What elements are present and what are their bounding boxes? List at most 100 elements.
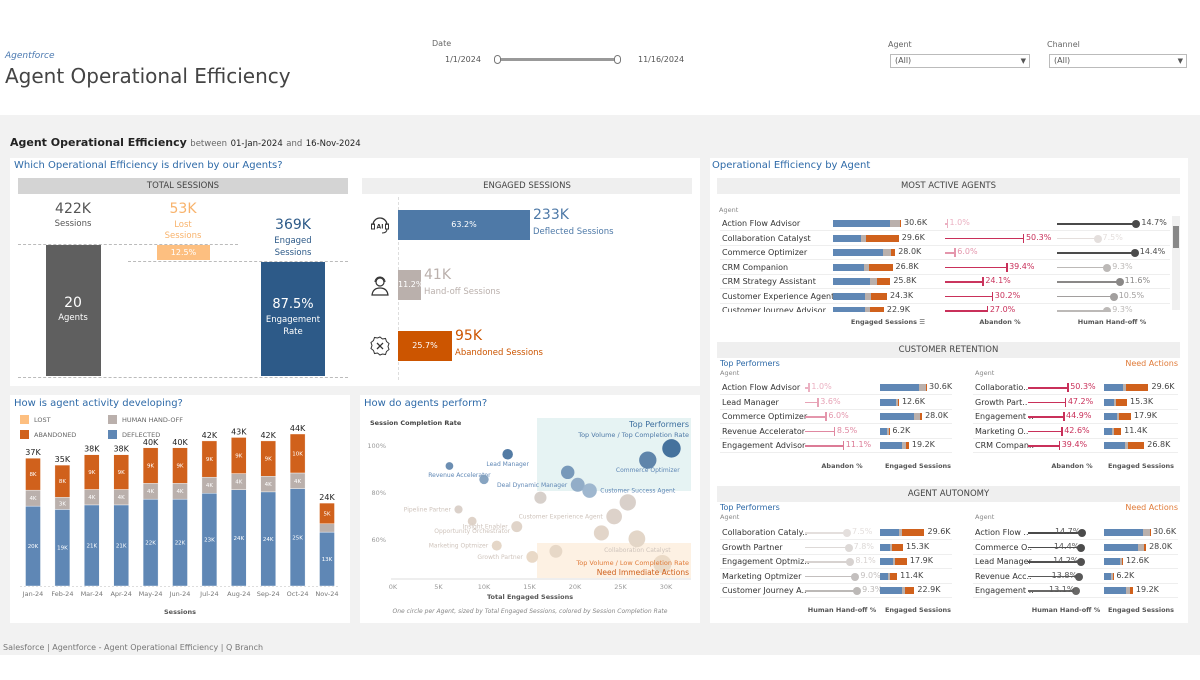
- agent-dropdown[interactable]: (All) ▼: [890, 54, 1030, 68]
- bar-segment-abandoned[interactable]: [231, 437, 247, 474]
- agent-row[interactable]: [720, 584, 952, 598]
- agent-point[interactable]: [454, 505, 463, 514]
- engaged-sessions-bar[interactable]: [833, 278, 891, 285]
- agent-row[interactable]: [720, 410, 952, 424]
- column-header[interactable]: Engaged Sessions: [1107, 606, 1175, 614]
- agent-row[interactable]: [720, 439, 952, 453]
- engaged-sessions-bar[interactable]: [1104, 587, 1133, 594]
- engaged-sessions-bar[interactable]: [1104, 529, 1151, 536]
- column-header[interactable]: Human Hand-off %: [1077, 318, 1147, 326]
- agent-row[interactable]: [720, 396, 952, 410]
- agent-row[interactable]: [973, 439, 1178, 453]
- engaged-sessions-bar[interactable]: [880, 572, 898, 580]
- engaged-sessions-bar[interactable]: [833, 263, 893, 271]
- engaged-sessions-bar[interactable]: [833, 249, 896, 256]
- engaged-sessions-bar[interactable]: [1104, 413, 1131, 420]
- agent-point[interactable]: [628, 530, 646, 548]
- agent-row[interactable]: [720, 275, 1170, 289]
- engaged-sessions-bar[interactable]: [1104, 572, 1114, 580]
- agent-point[interactable]: [491, 540, 502, 551]
- bar-segment-abandoned[interactable]: [201, 440, 218, 478]
- agent-row[interactable]: [720, 261, 1170, 275]
- agent-point[interactable]: [639, 451, 657, 469]
- agent-point[interactable]: [534, 491, 547, 504]
- engaged-sessions-bar[interactable]: [880, 587, 915, 594]
- bar-segment-abandoned[interactable]: [25, 457, 41, 491]
- column-header[interactable]: Abandon %: [979, 318, 1021, 326]
- engaged-sessions-bar[interactable]: [261, 262, 325, 376]
- agent-row[interactable]: [720, 246, 1170, 260]
- channel-dropdown[interactable]: (All) ▼: [1049, 54, 1187, 68]
- agent-point[interactable]: [606, 508, 622, 525]
- agent-row[interactable]: [720, 381, 952, 395]
- agent-row[interactable]: [973, 541, 1178, 555]
- agent-row[interactable]: [973, 555, 1178, 569]
- agent-row[interactable]: [720, 232, 1170, 246]
- scrollbar-thumb[interactable]: [1173, 226, 1179, 248]
- total-sessions-bar[interactable]: [46, 245, 101, 376]
- agent-row[interactable]: [973, 584, 1178, 598]
- bar-segment-abandoned[interactable]: [172, 447, 188, 484]
- engaged-sessions-bar[interactable]: [1104, 427, 1122, 435]
- agent-row[interactable]: [720, 425, 952, 439]
- agent-row[interactable]: [973, 381, 1178, 395]
- column-header[interactable]: Human Hand-off %: [1031, 606, 1101, 614]
- engaged-sessions-bar[interactable]: [1104, 442, 1145, 449]
- agent-point[interactable]: [619, 494, 636, 511]
- agent-row[interactable]: [973, 570, 1178, 584]
- engaged-sessions-bar[interactable]: [880, 442, 909, 449]
- column-header[interactable]: Engaged Sessions: [884, 606, 952, 614]
- scrollbar-track[interactable]: [1172, 216, 1180, 310]
- agent-point[interactable]: [467, 516, 477, 526]
- agent-point[interactable]: [582, 483, 597, 498]
- agent-point[interactable]: [511, 521, 523, 533]
- engaged-sessions-bar[interactable]: [833, 234, 899, 242]
- engaged-sessions-bar[interactable]: [833, 292, 887, 300]
- sort-engaged-sessions[interactable]: Engaged Sessions ☰: [851, 318, 925, 326]
- engaged-sessions-bar[interactable]: [833, 220, 902, 227]
- date-slider[interactable]: [494, 55, 621, 64]
- agent-row[interactable]: [973, 410, 1178, 424]
- agent-point[interactable]: [502, 448, 513, 460]
- engaged-sessions-bar[interactable]: [1104, 543, 1147, 551]
- engaged-sessions-bar[interactable]: [880, 427, 890, 435]
- column-header[interactable]: Engaged Sessions: [884, 462, 952, 470]
- agent-point[interactable]: [549, 544, 563, 558]
- agent-point[interactable]: [560, 465, 575, 480]
- agent-point[interactable]: [445, 462, 454, 470]
- agent-row[interactable]: [720, 541, 952, 555]
- agent-row[interactable]: [720, 570, 952, 584]
- agent-row[interactable]: [973, 425, 1178, 439]
- engaged-sessions-bar[interactable]: [880, 413, 923, 420]
- date-slider-end-handle[interactable]: [614, 55, 621, 64]
- column-header[interactable]: Abandon %: [821, 462, 863, 470]
- column-header[interactable]: Abandon %: [1051, 462, 1093, 470]
- engaged-sessions-bar[interactable]: [880, 384, 927, 391]
- engaged-bar[interactable]: 63.2%: [398, 210, 530, 240]
- agent-row[interactable]: [720, 555, 952, 569]
- engaged-sessions-bar[interactable]: [880, 558, 907, 565]
- agent-row[interactable]: [973, 396, 1178, 410]
- engaged-bar[interactable]: 11.2%: [398, 270, 421, 300]
- bar-segment-abandoned[interactable]: [113, 454, 129, 490]
- agent-point[interactable]: [526, 551, 539, 563]
- engaged-sessions-bar[interactable]: [880, 398, 900, 406]
- bar-segment-abandoned[interactable]: [84, 454, 100, 490]
- agent-point[interactable]: [662, 439, 681, 458]
- lost-sessions-bar[interactable]: 12.5%: [157, 245, 210, 260]
- engaged-sessions-bar[interactable]: [880, 529, 925, 536]
- engaged-sessions-bar[interactable]: [1104, 558, 1124, 565]
- agent-row[interactable]: [720, 290, 1170, 304]
- date-slider-start-handle[interactable]: [494, 55, 501, 64]
- bar-segment-abandoned[interactable]: [260, 440, 276, 477]
- bar-segment-abandoned[interactable]: [142, 447, 159, 484]
- bar-segment-human-hand-off[interactable]: [319, 523, 335, 533]
- agent-point[interactable]: [479, 474, 489, 485]
- engaged-sessions-bar[interactable]: [833, 307, 884, 312]
- bar-segment-abandoned[interactable]: [289, 433, 306, 474]
- agent-row[interactable]: [720, 217, 1170, 231]
- column-header[interactable]: Human Hand-off %: [807, 606, 877, 614]
- agent-point[interactable]: [570, 477, 585, 492]
- bar-segment-abandoned[interactable]: [54, 464, 71, 498]
- most-active-list[interactable]: Action Flow Advisor 30.6K 1.0% 14.7% Collabo…: [0, 0, 1200, 312]
